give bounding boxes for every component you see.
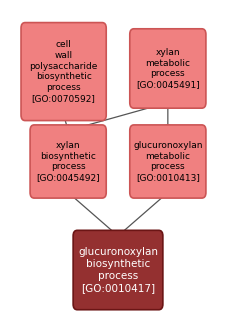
Text: xylan
metabolic
process
[GO:0045491]: xylan metabolic process [GO:0045491]: [136, 48, 200, 89]
Text: glucuronoxylan
biosynthetic
process
[GO:0010417]: glucuronoxylan biosynthetic process [GO:…: [78, 247, 158, 293]
Text: xylan
biosynthetic
process
[GO:0045492]: xylan biosynthetic process [GO:0045492]: [36, 141, 100, 182]
FancyBboxPatch shape: [30, 125, 106, 198]
FancyBboxPatch shape: [21, 23, 106, 120]
FancyBboxPatch shape: [130, 125, 206, 198]
FancyBboxPatch shape: [73, 230, 163, 310]
FancyBboxPatch shape: [130, 29, 206, 108]
Text: glucuronoxylan
metabolic
process
[GO:0010413]: glucuronoxylan metabolic process [GO:001…: [133, 141, 202, 182]
Text: cell
wall
polysaccharide
biosynthetic
process
[GO:0070592]: cell wall polysaccharide biosynthetic pr…: [30, 40, 98, 103]
